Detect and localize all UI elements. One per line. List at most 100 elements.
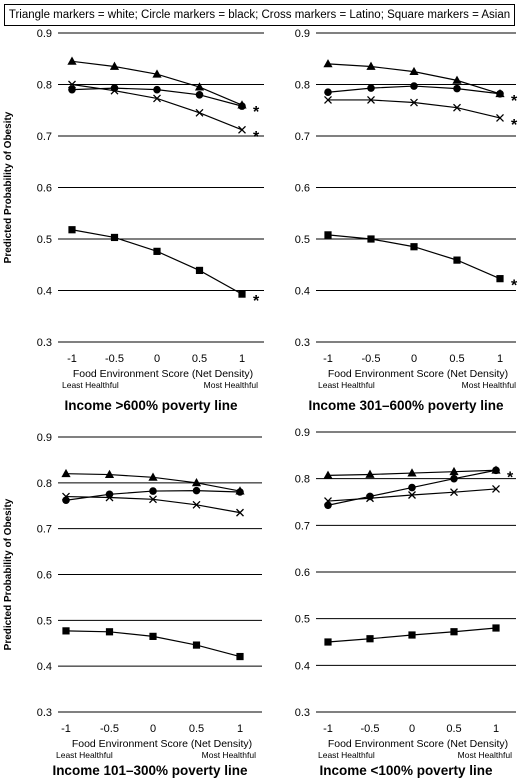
circle-marker <box>149 487 157 495</box>
significance-star: * <box>253 293 260 310</box>
triangle-marker <box>191 478 202 487</box>
square-marker <box>408 631 416 639</box>
significance-star: * <box>253 104 260 121</box>
triangle-marker <box>323 470 333 479</box>
cross-marker <box>492 484 500 493</box>
least-healthful-label: Least Healthful <box>318 750 375 760</box>
y-tick-label: 0.9 <box>295 28 310 40</box>
y-tick-label: 0.5 <box>295 234 310 246</box>
circle-marker <box>195 91 204 99</box>
legend-box: Triangle markers = white; Circle markers… <box>4 4 515 26</box>
cross-marker <box>149 495 157 504</box>
circle-marker <box>68 85 76 94</box>
circle-marker <box>408 483 416 492</box>
panel-title: Income 301–600% poverty line <box>308 398 504 413</box>
circle-marker <box>492 466 500 475</box>
significance-star: * <box>507 469 514 486</box>
panel-title: Income >600% poverty line <box>65 398 238 413</box>
square-marker <box>367 235 375 243</box>
cross-marker <box>408 491 416 499</box>
most-healthful-label: Most Healthful <box>202 750 256 760</box>
triangle-marker <box>366 61 376 70</box>
significance-star: * <box>511 117 518 134</box>
least-healthful-label: Least Healthful <box>318 380 375 390</box>
triangle-marker <box>409 66 419 76</box>
y-tick-label: 0.7 <box>295 520 310 532</box>
y-axis-title: Predicted Probability of Obesity <box>3 498 14 650</box>
cross-marker <box>110 86 119 95</box>
circle-marker <box>62 496 70 505</box>
y-tick-label: 0.7 <box>37 131 52 143</box>
x-axis-title: Food Environment Score (Net Density) <box>328 368 508 380</box>
triangle-marker <box>194 82 205 91</box>
square-marker <box>496 275 504 283</box>
x-axis-title: Food Environment Score (Net Density) <box>72 738 252 750</box>
x-axis-title: Food Environment Score (Net Density) <box>73 368 253 380</box>
y-tick-label: 0.4 <box>295 660 310 672</box>
cross-marker <box>366 494 374 503</box>
circle-marker <box>453 84 461 93</box>
x-tick-label: 0.5 <box>446 723 461 735</box>
y-tick-label: 0.9 <box>37 432 52 444</box>
triangle-marker <box>407 468 417 477</box>
circle-marker <box>410 82 418 90</box>
x-tick-label: -0.5 <box>105 353 124 365</box>
triangle-marker <box>452 75 462 84</box>
cross-marker <box>410 98 418 107</box>
cross-marker <box>62 492 70 501</box>
significance-star: * <box>253 129 260 146</box>
x-tick-label: -1 <box>61 723 71 735</box>
cross-marker <box>453 103 461 112</box>
circle-marker <box>192 486 201 495</box>
square-marker <box>153 247 161 255</box>
cross-marker <box>324 497 332 506</box>
cross-marker <box>367 95 375 104</box>
square-marker <box>192 641 201 649</box>
x-tick-label: 0 <box>411 353 417 365</box>
triangle-marker <box>61 468 71 478</box>
legend-text: Triangle markers = white; Circle markers… <box>8 9 511 21</box>
square-marker <box>62 627 70 635</box>
y-tick-label: 0.3 <box>37 707 52 719</box>
most-healthful-label: Most Healthful <box>462 380 516 390</box>
panel-title: Income <100% poverty line <box>320 763 493 778</box>
x-tick-label: 1 <box>237 723 243 735</box>
cross-marker <box>238 125 246 134</box>
y-tick-label: 0.3 <box>295 707 310 719</box>
square-marker <box>105 628 114 636</box>
x-tick-label: 1 <box>493 723 499 735</box>
x-tick-label: 1 <box>497 353 503 365</box>
triangle-marker <box>152 69 162 78</box>
y-tick-label: 0.8 <box>37 80 52 92</box>
y-tick-label: 0.5 <box>295 614 310 626</box>
cross-marker <box>105 493 114 502</box>
triangle-marker <box>104 469 115 478</box>
x-tick-label: 0 <box>409 723 415 735</box>
square-series-line <box>327 234 501 280</box>
y-tick-label: 0.8 <box>295 80 310 92</box>
square-marker <box>68 226 76 234</box>
circle-marker <box>153 85 161 94</box>
circle-marker <box>324 501 332 510</box>
x-tick-label: 0.5 <box>449 353 464 365</box>
y-tick-label: 0.3 <box>295 337 310 349</box>
circle-marker <box>236 488 244 496</box>
square-marker <box>410 243 418 251</box>
square-marker <box>366 635 374 643</box>
panel-title: Income 101–300% poverty line <box>52 763 248 778</box>
y-tick-label: 0.9 <box>37 28 52 40</box>
cross-marker <box>195 108 204 117</box>
y-tick-label: 0.3 <box>37 337 52 349</box>
triangle-marker <box>67 56 77 65</box>
y-tick-label: 0.8 <box>295 474 310 486</box>
y-tick-label: 0.9 <box>295 427 310 439</box>
x-tick-label: 0.5 <box>192 353 207 365</box>
most-healthful-label: Most Healthful <box>458 750 512 760</box>
square-marker <box>149 632 157 640</box>
y-tick-label: 0.7 <box>37 524 52 536</box>
square-marker <box>324 638 332 646</box>
square-marker <box>236 652 244 661</box>
y-tick-label: 0.6 <box>295 567 310 579</box>
square-marker <box>450 628 458 636</box>
x-tick-label: 0.5 <box>189 723 204 735</box>
